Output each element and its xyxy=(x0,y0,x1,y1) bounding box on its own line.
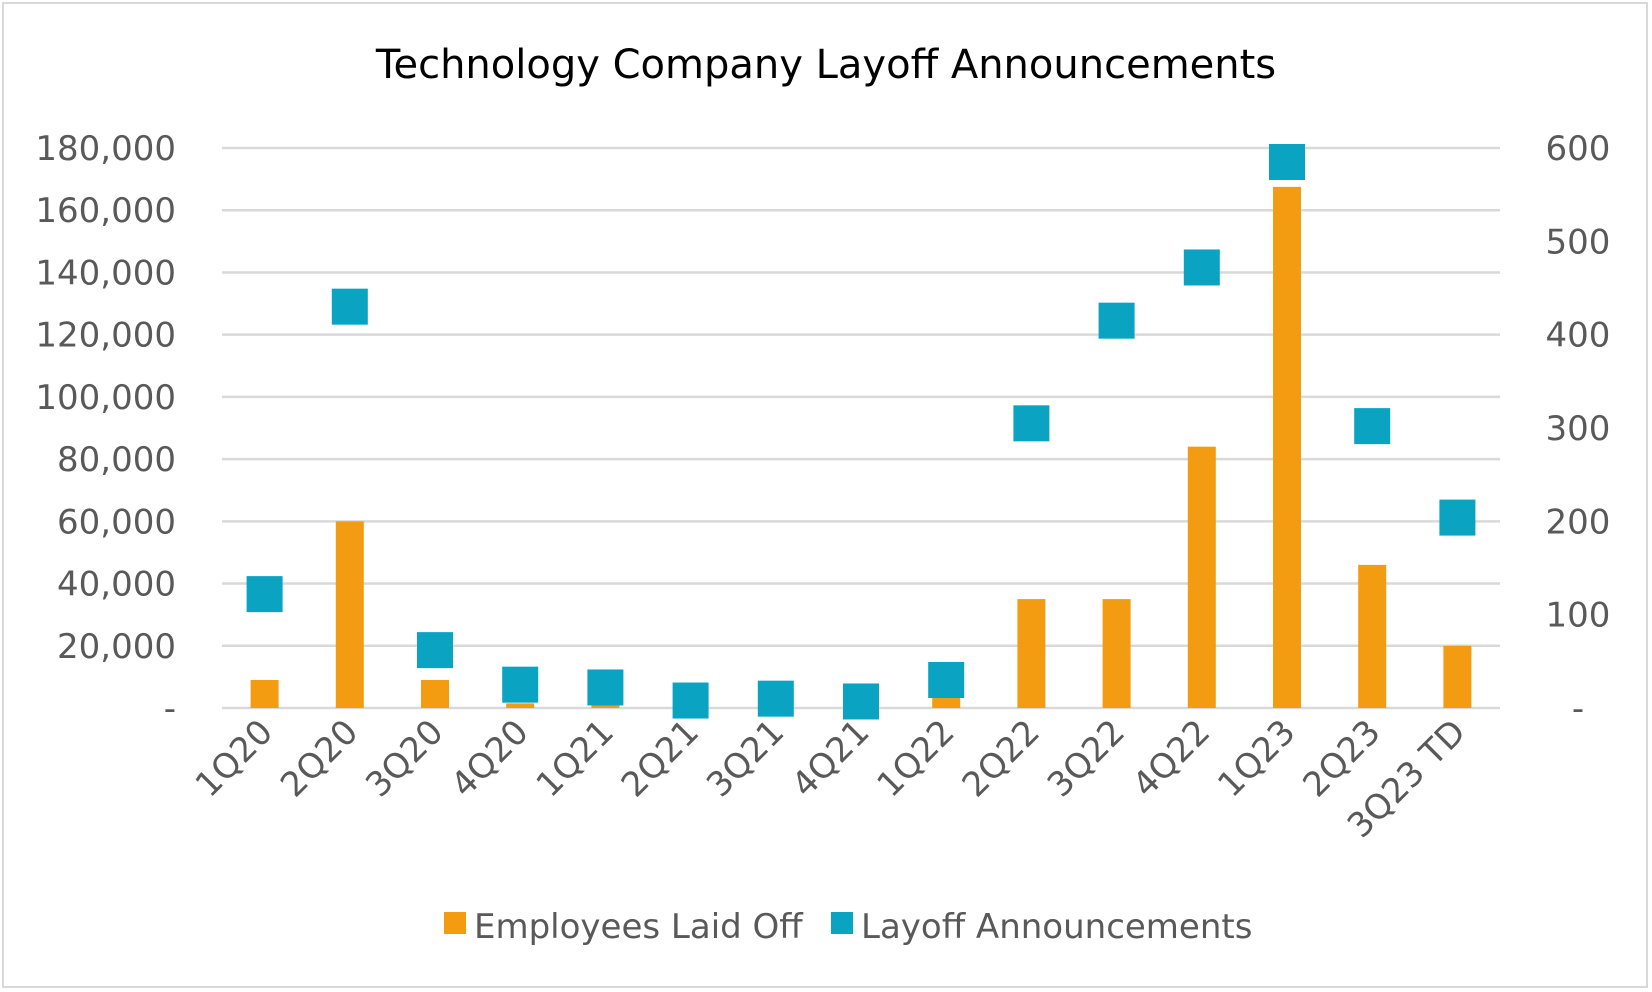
bar-employees-laid-off xyxy=(506,703,535,708)
chart-title: Technology Company Layoff Announcements xyxy=(375,42,1276,88)
gridlines xyxy=(222,146,1500,710)
x-tick-label: 3Q21 xyxy=(699,712,792,805)
left-tick-label: - xyxy=(164,689,176,729)
right-tick-label: 600 xyxy=(1546,129,1611,169)
right-tick-label: 200 xyxy=(1546,502,1611,542)
x-tick-label: 1Q22 xyxy=(869,712,962,805)
bar-employees-laid-off xyxy=(591,704,620,708)
bar-employees-laid-off xyxy=(335,521,364,708)
bar-employees-laid-off xyxy=(421,680,449,708)
right-tick-label: 400 xyxy=(1546,316,1611,356)
left-tick-label: 120,000 xyxy=(35,316,176,356)
left-axis-ticks: - 20,000 40,000 60,000 80,000 100,000 120,000 1… xyxy=(35,129,176,729)
bar-employees-laid-off xyxy=(1187,446,1216,708)
left-tick-label: 100,000 xyxy=(35,378,176,418)
x-axis-ticks: 1Q202Q203Q204Q201Q212Q213Q214Q211Q222Q22… xyxy=(188,712,1474,846)
bar-employees-laid-off xyxy=(932,695,961,708)
marker-layoff-announcements xyxy=(672,682,709,719)
x-tick-label: 4Q21 xyxy=(784,712,877,805)
bar-employees-laid-off xyxy=(1017,599,1046,708)
marker-layoff-announcements xyxy=(843,683,879,720)
x-tick-label: 3Q20 xyxy=(358,712,451,805)
left-tick-label: 20,000 xyxy=(57,627,176,667)
x-tick-label: 2Q22 xyxy=(955,712,1048,805)
marker-layoff-announcements xyxy=(1013,405,1050,442)
right-tick-label: 100 xyxy=(1546,596,1611,636)
bar-employees-laid-off xyxy=(1443,645,1472,708)
left-tick-label: 160,000 xyxy=(35,191,176,231)
marker-layoff-announcements xyxy=(246,576,283,613)
x-tick-label: 2Q21 xyxy=(614,712,707,805)
marker-layoff-announcements xyxy=(757,680,794,717)
bar-employees-laid-off xyxy=(250,680,279,708)
marker-layoff-announcements xyxy=(1439,499,1476,536)
legend-label-layoff-announcements: Layoff Announcements xyxy=(861,907,1252,947)
x-tick-label: 1Q20 xyxy=(188,712,281,805)
right-tick-label: 300 xyxy=(1546,409,1611,449)
legend-swatch-layoff-announcements xyxy=(831,912,853,934)
legend: Employees Laid Off Layoff Announcements xyxy=(444,907,1252,947)
x-tick-label: 2Q20 xyxy=(273,712,366,805)
right-tick-label: - xyxy=(1572,689,1584,729)
bar-series-employees-laid-off xyxy=(250,186,1472,708)
marker-layoff-announcements xyxy=(1098,302,1135,339)
marker-layoff-announcements xyxy=(417,632,453,669)
bar-employees-laid-off xyxy=(1102,599,1131,708)
marker-layoff-announcements xyxy=(331,288,368,325)
legend-label-employees-laid-off: Employees Laid Off xyxy=(474,907,804,947)
marker-layoff-announcements xyxy=(928,662,965,698)
x-tick-label: 1Q23 xyxy=(1210,712,1303,805)
x-tick-label: 3Q22 xyxy=(1040,712,1133,805)
left-tick-label: 80,000 xyxy=(57,440,176,480)
x-tick-label: 1Q21 xyxy=(529,712,622,805)
left-tick-label: 40,000 xyxy=(57,565,176,605)
right-tick-label: 500 xyxy=(1546,222,1611,262)
x-tick-label: 4Q22 xyxy=(1125,712,1218,805)
legend-swatch-employees-laid-off xyxy=(444,912,466,934)
marker-layoff-announcements xyxy=(502,666,539,703)
bar-employees-laid-off xyxy=(1358,564,1387,708)
marker-layoff-announcements xyxy=(1269,144,1305,180)
marker-layoff-announcements xyxy=(1183,249,1220,286)
x-tick-label: 4Q20 xyxy=(443,712,536,805)
marker-series-layoff-announcements xyxy=(246,144,1476,720)
left-tick-label: 60,000 xyxy=(57,502,176,542)
left-tick-label: 180,000 xyxy=(35,129,176,169)
left-tick-label: 140,000 xyxy=(35,253,176,293)
marker-layoff-announcements xyxy=(587,669,624,706)
marker-layoff-announcements xyxy=(1354,408,1391,445)
right-axis-ticks: - 100 200 300 400 500 600 xyxy=(1546,129,1611,729)
bar-employees-laid-off xyxy=(1273,186,1301,708)
